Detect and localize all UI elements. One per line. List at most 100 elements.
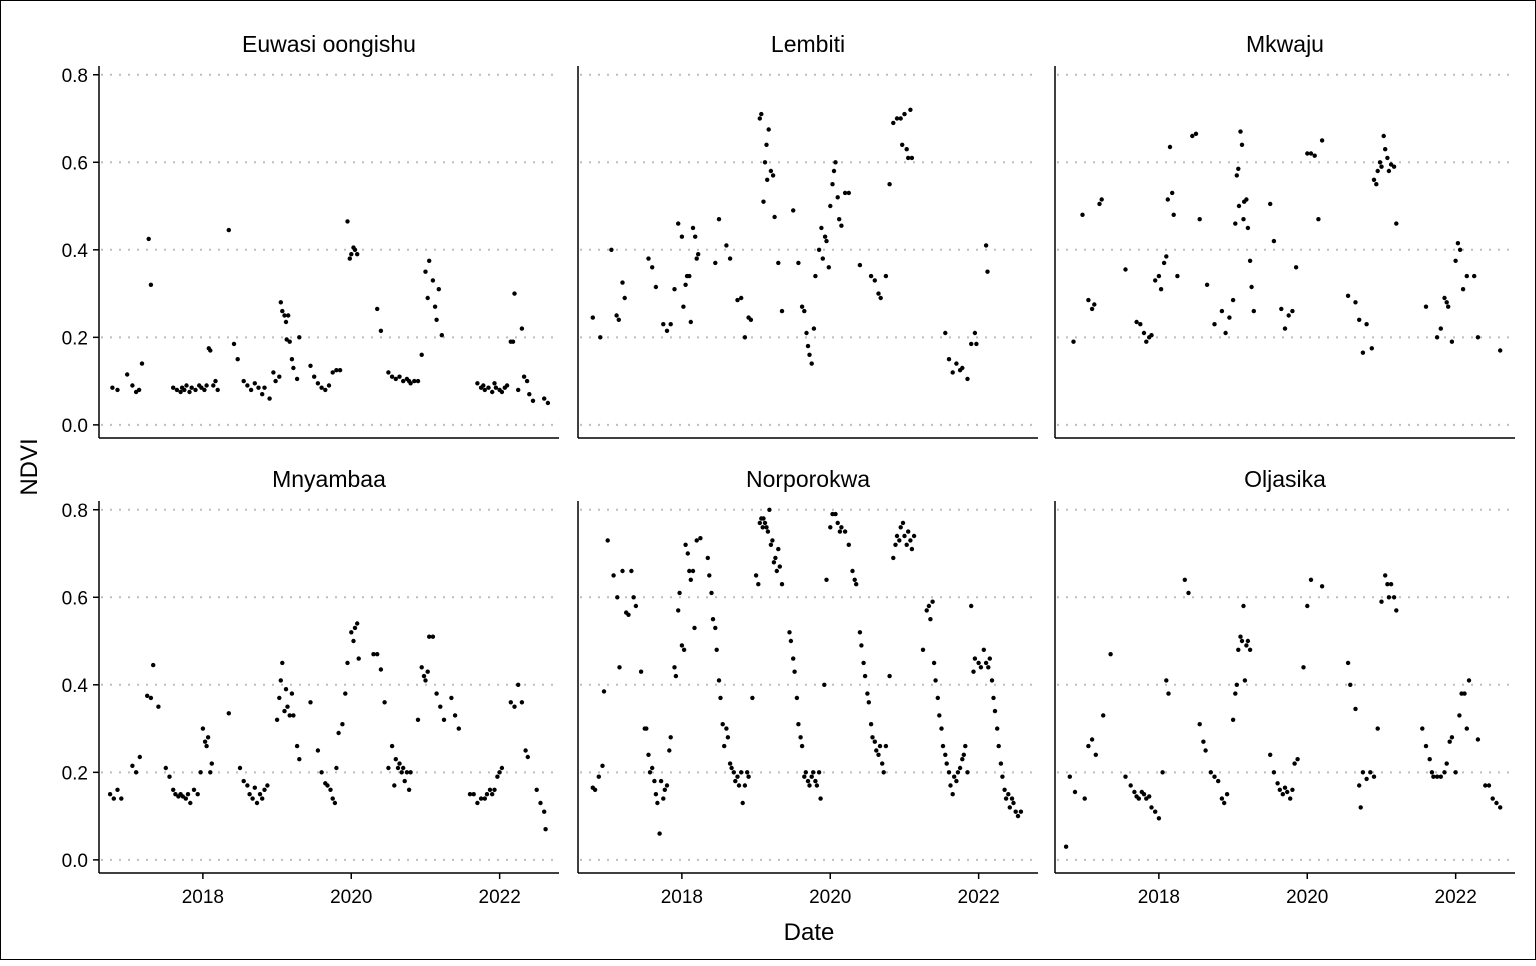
- data-point: [136, 387, 142, 393]
- data-point: [904, 542, 909, 547]
- data-point: [629, 568, 634, 574]
- data-point: [657, 831, 662, 836]
- data-point: [1453, 770, 1458, 775]
- data-point: [983, 660, 989, 666]
- data-point: [475, 800, 480, 806]
- data-point: [1175, 273, 1180, 279]
- data-point: [139, 361, 145, 366]
- data-point: [718, 695, 723, 701]
- data-point: [543, 827, 548, 832]
- data-point: [720, 722, 725, 727]
- data-point: [681, 304, 686, 309]
- data-point: [1383, 147, 1388, 152]
- data-point: [891, 555, 896, 561]
- data-point: [1286, 313, 1291, 318]
- data-point: [820, 256, 825, 261]
- data-point: [1360, 350, 1366, 355]
- data-point: [954, 361, 959, 366]
- data-point: [1457, 713, 1462, 718]
- data-point: [955, 770, 961, 775]
- data-point: [1219, 308, 1225, 314]
- data-point: [1386, 168, 1392, 174]
- data-point: [226, 227, 231, 233]
- data-point: [952, 774, 957, 779]
- data-point: [200, 726, 206, 731]
- data-point: [1108, 652, 1113, 657]
- data-point: [283, 687, 289, 692]
- data-point: [1164, 254, 1169, 259]
- data-point: [1144, 339, 1149, 344]
- data-point: [1385, 582, 1390, 587]
- data-point: [386, 370, 391, 375]
- data-point: [830, 182, 835, 187]
- data-point: [330, 796, 335, 801]
- data-point: [835, 195, 840, 200]
- data-point: [733, 778, 738, 784]
- data-point: [291, 365, 296, 371]
- data-point: [1158, 287, 1164, 292]
- data-point: [1381, 133, 1386, 139]
- data-point: [1149, 333, 1154, 338]
- data-point: [277, 695, 282, 701]
- data-point: [794, 695, 800, 701]
- data-point: [1222, 800, 1227, 806]
- data-point: [644, 726, 649, 731]
- data-point: [1353, 706, 1358, 712]
- data-point: [262, 787, 267, 792]
- data-point: [1149, 805, 1154, 810]
- data-point: [493, 385, 499, 390]
- data-point: [950, 792, 955, 797]
- data-point: [208, 770, 213, 775]
- data-point: [163, 765, 168, 771]
- data-point: [924, 608, 929, 613]
- data-point: [202, 387, 207, 393]
- data-point: [902, 533, 907, 539]
- data-point: [991, 695, 996, 701]
- data-point: [527, 392, 532, 397]
- data-point: [616, 317, 621, 322]
- data-point: [449, 695, 454, 701]
- data-point: [837, 217, 842, 222]
- data-point: [1013, 809, 1018, 814]
- y-tick-label: 0.2: [62, 763, 88, 784]
- data-point: [1345, 660, 1351, 666]
- data-point: [439, 333, 444, 338]
- data-point: [1305, 151, 1310, 156]
- data-point: [662, 787, 667, 792]
- panel-title: Oljasika: [1244, 466, 1326, 492]
- data-point: [415, 378, 421, 384]
- data-point: [1364, 322, 1369, 327]
- data-point: [1011, 800, 1016, 806]
- data-point: [325, 783, 330, 788]
- data-point: [519, 700, 525, 705]
- data-point: [894, 116, 900, 121]
- x-tick-label: 2022: [958, 887, 1000, 908]
- data-point: [622, 295, 627, 301]
- data-point: [714, 647, 719, 652]
- data-point: [151, 662, 156, 668]
- data-point: [839, 223, 844, 228]
- data-point: [661, 796, 666, 801]
- data-point: [887, 182, 892, 187]
- data-point: [672, 287, 677, 292]
- data-point: [1464, 726, 1470, 731]
- data-point: [188, 800, 193, 806]
- data-point: [946, 357, 952, 362]
- data-point: [389, 374, 395, 379]
- data-point: [904, 147, 909, 152]
- data-point: [1128, 783, 1133, 788]
- data-point: [724, 726, 729, 731]
- data-point: [1141, 330, 1147, 336]
- data-point: [1123, 774, 1128, 779]
- data-point: [978, 665, 984, 670]
- data-point: [156, 704, 161, 709]
- data-point: [828, 525, 833, 530]
- data-point: [605, 538, 610, 543]
- data-point: [436, 287, 441, 292]
- data-point: [965, 376, 970, 382]
- data-point: [486, 385, 491, 390]
- data-point: [1141, 792, 1147, 797]
- data-point: [1394, 608, 1399, 613]
- data-point: [1391, 595, 1397, 600]
- panel-mnyambaa: Mnyambaa 0.0 0.2 0.4 0.6 0.8 2018 2020 2022: [62, 466, 559, 908]
